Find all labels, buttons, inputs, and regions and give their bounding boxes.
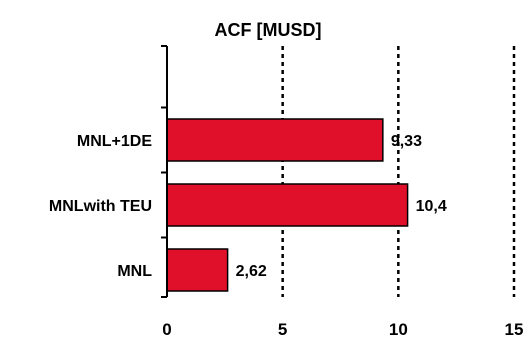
category-label-2: MNL: [117, 263, 152, 280]
chart-title: ACF [MUSD]: [215, 20, 322, 40]
bar-2: [166, 248, 229, 292]
axes: [161, 45, 168, 298]
data-label-2: 2,62: [236, 263, 267, 280]
gridlines: [281, 46, 516, 297]
bars: [166, 118, 409, 292]
x-tick-label-1: 5: [278, 320, 287, 339]
data-label-0: 9,33: [391, 133, 422, 150]
bar-0: [166, 118, 384, 162]
x-tick-label-3: 15: [505, 320, 524, 339]
x-tick-label-0: 0: [162, 320, 171, 339]
labels: 9,33 MNL+1DE 10,4 MNLwith TEU 2,62 MNL 0 5 10 15: [49, 133, 524, 339]
bar-1: [166, 183, 409, 227]
category-label-0: MNL+1DE: [77, 133, 152, 150]
x-tick-label-2: 10: [389, 320, 408, 339]
data-label-1: 10,4: [416, 198, 447, 215]
category-label-1: MNLwith TEU: [49, 198, 152, 215]
